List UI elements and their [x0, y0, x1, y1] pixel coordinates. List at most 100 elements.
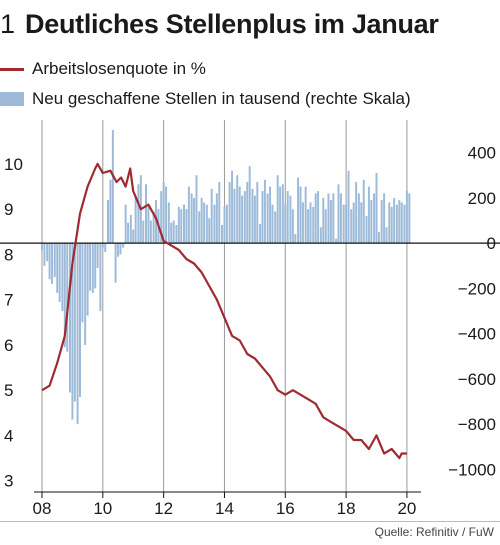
bar: [223, 206, 226, 244]
y-right-tick-label: 200: [468, 189, 496, 208]
bar: [41, 243, 43, 250]
bar: [117, 243, 120, 257]
bar: [251, 188, 254, 244]
bar: [301, 202, 304, 244]
bar: [66, 243, 69, 352]
bar: [129, 214, 132, 244]
bar: [261, 191, 264, 244]
bar: [365, 215, 368, 244]
legend-line-label: Arbeitslosenquote in %: [32, 59, 206, 78]
y-left-tick-label: 3: [4, 472, 13, 491]
bar: [145, 184, 147, 244]
bar: [48, 243, 51, 280]
bar: [345, 204, 348, 244]
bar: [58, 243, 61, 302]
bar: [375, 172, 378, 244]
chart-number: 1: [0, 9, 16, 39]
bar: [185, 209, 188, 244]
bar: [177, 206, 180, 244]
bar: [79, 243, 81, 397]
x-tick-label: 16: [276, 499, 295, 518]
bar: [172, 220, 175, 244]
bar: [193, 197, 196, 244]
bar: [266, 193, 269, 244]
bar: [294, 234, 297, 244]
legend-bar-swatch: [0, 92, 24, 106]
bar: [205, 204, 208, 244]
bar: [132, 229, 135, 244]
bar: [309, 202, 312, 244]
bar: [322, 197, 325, 244]
bar: [187, 186, 190, 244]
bar: [350, 209, 353, 244]
bar: [107, 200, 109, 244]
bar: [134, 195, 137, 244]
bar: [84, 243, 87, 345]
bar: [56, 243, 59, 293]
legend-line-swatch: [0, 67, 24, 71]
combo-chart: 3 4 5 6 7 8 9 10 −1000 −800 −600 −400 −200 0 200 400 08 1…: [0, 120, 500, 518]
y-right-tick-label: 400: [468, 144, 496, 163]
bar: [263, 179, 266, 244]
bar: [101, 243, 104, 248]
bar: [53, 243, 56, 278]
bar: [243, 191, 246, 244]
bar: [291, 209, 294, 244]
bar: [213, 204, 216, 244]
bar: [190, 193, 193, 244]
bar: [347, 170, 350, 244]
bar: [373, 193, 376, 244]
bar: [324, 209, 327, 244]
bar: [203, 202, 206, 244]
bar: [317, 191, 320, 244]
bar: [395, 204, 398, 244]
x-tick-label: 08: [33, 499, 52, 518]
y-right-tick-label: −800: [458, 415, 496, 434]
source-note: Quelle: Refinitiv / FuW: [374, 525, 494, 539]
bar: [91, 243, 94, 293]
bar: [370, 200, 373, 244]
bar: [221, 225, 224, 244]
bar: [408, 193, 411, 244]
bar: [94, 243, 97, 289]
bar: [162, 182, 165, 244]
bar: [119, 243, 122, 255]
bar: [248, 166, 251, 244]
x-tick-label: 12: [154, 499, 173, 518]
bar: [312, 206, 315, 244]
bar: [200, 197, 203, 244]
bar: [400, 202, 403, 244]
bar: [388, 202, 391, 244]
bar: [393, 197, 396, 244]
bar: [367, 186, 370, 244]
bar: [380, 200, 383, 244]
footer-divider: [0, 521, 500, 522]
bar: [149, 220, 152, 244]
y-left-tick-label: 9: [4, 200, 13, 219]
bar: [175, 225, 178, 244]
bar: [147, 206, 150, 244]
bar: [183, 204, 186, 244]
bar: [405, 191, 408, 244]
bar: [256, 182, 259, 244]
bar: [137, 184, 140, 244]
bar: [271, 204, 274, 244]
bar: [104, 243, 107, 253]
y-right-tick-label: −600: [458, 370, 496, 389]
bar: [127, 222, 130, 244]
bar: [355, 182, 358, 244]
legend-item-bars: Neu geschaffene Stellen in tausend (rech…: [0, 86, 411, 112]
bar: [377, 231, 380, 244]
bar: [109, 179, 112, 244]
bar: [327, 193, 330, 244]
bar: [236, 175, 239, 244]
bar: [289, 195, 292, 244]
bar: [71, 243, 74, 420]
bar: [76, 243, 79, 425]
bar: [96, 243, 99, 269]
bar: [111, 130, 114, 244]
bar: [274, 211, 277, 244]
legend-bar-label: Neu geschaffene Stellen in tausend (rech…: [32, 89, 411, 108]
bar: [228, 182, 231, 244]
bar: [165, 186, 168, 244]
